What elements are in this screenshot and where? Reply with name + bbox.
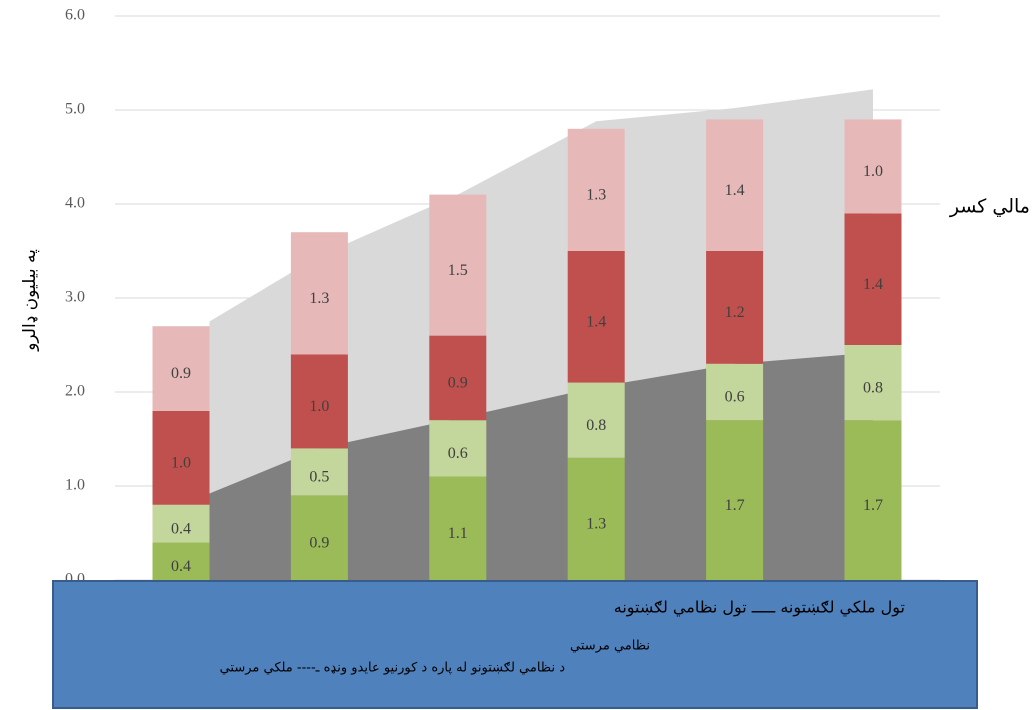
bar-segment bbox=[844, 119, 902, 214]
y-tick-label: 4.0 bbox=[65, 195, 85, 212]
data-label: 0.4 bbox=[171, 558, 191, 575]
bar-segment bbox=[706, 251, 764, 364]
bar-segment bbox=[429, 476, 487, 580]
data-label: 1.1 bbox=[448, 525, 468, 542]
data-label: 1.4 bbox=[725, 182, 745, 199]
y-tick-label: 6.0 bbox=[65, 7, 85, 24]
annotation: مالي کسر bbox=[949, 195, 1030, 217]
bar-segment bbox=[290, 232, 348, 355]
data-label: 1.7 bbox=[863, 497, 883, 514]
data-label: 0.9 bbox=[171, 365, 191, 382]
bar-segment bbox=[567, 128, 625, 251]
bar-segment bbox=[706, 363, 764, 421]
bar-segment bbox=[706, 119, 764, 252]
data-label: 0.8 bbox=[586, 417, 606, 434]
legend-box bbox=[52, 580, 978, 709]
bar-segment bbox=[844, 213, 902, 345]
bar-segment bbox=[152, 326, 210, 411]
bar-segment bbox=[290, 495, 348, 580]
data-label: 0.8 bbox=[863, 379, 883, 396]
data-label: 1.4 bbox=[863, 276, 883, 293]
bar-segment bbox=[844, 345, 902, 421]
data-label: 0.9 bbox=[309, 534, 329, 551]
data-label: 1.5 bbox=[448, 262, 468, 279]
data-label: 1.0 bbox=[863, 163, 883, 180]
bar-segment bbox=[567, 251, 625, 383]
bar-segment bbox=[429, 335, 487, 421]
data-label: 1.4 bbox=[586, 313, 606, 330]
y-tick-label: 5.0 bbox=[65, 101, 85, 118]
data-label: 0.6 bbox=[725, 389, 745, 406]
y-tick-label: 1.0 bbox=[65, 477, 85, 494]
data-label: 1.3 bbox=[586, 516, 606, 533]
bar-segment bbox=[844, 420, 902, 580]
bar-segment bbox=[567, 457, 625, 580]
bar-segment bbox=[152, 542, 210, 580]
data-label: 1.3 bbox=[586, 187, 606, 204]
bar-segment bbox=[152, 410, 210, 505]
data-label: 0.9 bbox=[448, 375, 468, 392]
legend-text: د نظامي لګښتونو له پاره د کورنيو عايدو و… bbox=[220, 661, 566, 676]
bar-segment bbox=[290, 354, 348, 449]
y-axis-label: په بیلیون ډالرو bbox=[20, 249, 40, 352]
data-label: 1.3 bbox=[309, 290, 329, 307]
bar-segment bbox=[152, 504, 210, 543]
bar-segment bbox=[567, 382, 625, 458]
legend-text: نظامي مرستي bbox=[570, 639, 650, 654]
data-label: 0.6 bbox=[448, 445, 468, 462]
data-label: 0.4 bbox=[171, 520, 191, 537]
legend-text: تول ملکي لګښتونه ـــــ تول نظامي لګښتونه bbox=[614, 598, 905, 618]
data-label: 1.0 bbox=[171, 454, 191, 471]
bar-segment bbox=[706, 420, 764, 580]
bar-segment bbox=[429, 194, 487, 336]
data-label: 1.0 bbox=[309, 398, 329, 415]
bar-segment bbox=[290, 448, 348, 496]
y-tick-label: 3.0 bbox=[65, 289, 85, 306]
data-label: 1.7 bbox=[725, 497, 745, 514]
bar-segment bbox=[429, 420, 487, 477]
data-label: 0.5 bbox=[309, 469, 329, 486]
data-label: 1.2 bbox=[725, 304, 745, 321]
y-tick-label: 2.0 bbox=[65, 383, 85, 400]
